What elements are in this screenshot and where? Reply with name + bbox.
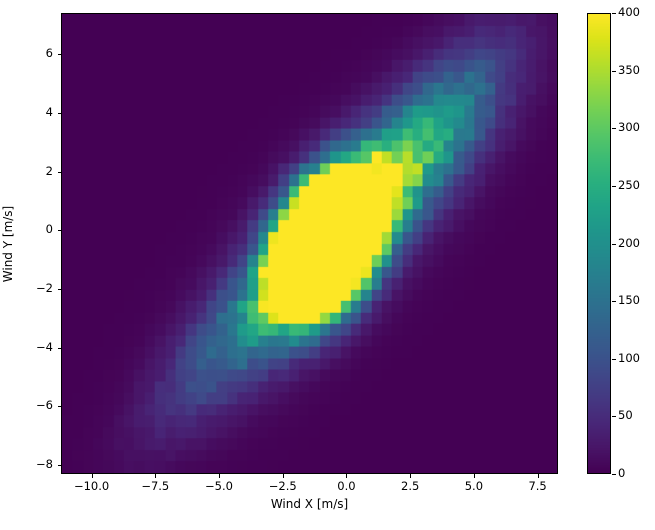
colorbar-tick-label-text: 400 [618,5,640,19]
y-tick-mark [57,465,61,467]
x-axis-label: Wind X [m/s] [270,497,349,511]
x-tick-label: 7.5 [528,479,547,493]
x-tick-mark [473,474,475,478]
y-axis-label: Wind Y [m/s] [1,205,15,282]
x-tick-mark [219,474,221,478]
x-tick-label: 0.0 [337,479,356,493]
colorbar-tick-label-text: 300 [618,120,640,135]
colorbar-tick-mark [612,70,616,72]
y-tick-label-text: 6 [45,46,53,61]
x-tick-label: −5.0 [205,479,233,493]
colorbar-tick-mark [612,13,616,14]
colorbar-tick-mark [612,128,616,130]
y-axis-label-wrap: Wind Y [m/s] [0,13,16,474]
y-tick-label-text: −4 [36,339,53,354]
colorbar-tick-label-text: 150 [618,293,640,308]
y-tick-mark [57,171,61,173]
colorbar-tick-label-text: 100 [618,350,640,365]
colorbar-tick-mark [612,416,616,418]
x-tick-mark [346,474,348,478]
y-tick-mark [57,54,61,56]
plot-area [61,13,558,474]
colorbar-tick-label-text: 200 [618,235,640,250]
colorbar-gradient [588,14,610,473]
x-tick-mark [282,474,284,478]
x-tick-label: −7.5 [141,479,170,493]
heatmap-image [62,14,557,473]
y-tick-mark [57,406,61,408]
colorbar-tick-label-text: 0 [618,466,626,480]
y-tick-label-text: 4 [45,104,53,119]
colorbar-tick-mark [612,474,616,475]
y-tick-mark [57,289,61,290]
colorbar-tick-label-text: 250 [618,177,640,192]
colorbar-tick-mark [612,301,616,303]
y-tick-label-text: 2 [45,163,53,178]
colorbar-tick-mark [612,358,616,360]
y-tick-mark [57,347,61,349]
x-tick-label: −2.5 [268,479,297,493]
colorbar-tick-label-text: 50 [618,408,633,423]
x-tick-label: −10.0 [73,479,110,493]
colorbar-tick-mark [612,185,616,187]
x-tick-label: 5.0 [464,479,484,493]
y-tick-label-text: −8 [36,457,53,472]
y-tick-label-text: −2 [36,281,53,295]
x-tick-mark [91,474,93,478]
colorbar-tick-mark [612,243,616,245]
x-tick-mark [155,474,157,478]
x-tick-mark [410,474,412,478]
x-tick-mark [537,474,539,478]
x-tick-label: 2.5 [401,479,420,493]
colorbar-tick-label-text: 350 [618,62,640,77]
y-tick-label-text: 0 [45,222,53,237]
y-tick-mark [57,230,61,232]
y-tick-label-text: −6 [36,398,53,413]
colorbar [587,13,611,474]
y-tick-mark [57,112,61,114]
